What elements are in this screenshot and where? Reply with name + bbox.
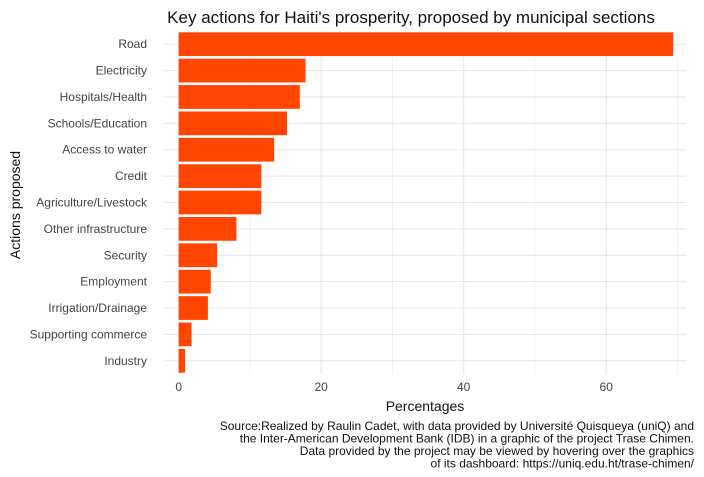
bar-road — [178, 32, 674, 57]
x-tick-label: 60 — [600, 380, 614, 394]
bar-schools-education — [178, 111, 287, 136]
caption-line: the Inter-American Development Bank (IDB… — [240, 432, 694, 446]
category-label: Employment — [80, 275, 147, 289]
category-label: Access to water — [62, 143, 147, 157]
category-label: Industry — [104, 354, 147, 368]
bar-electricity — [178, 58, 306, 83]
category-label: Credit — [115, 169, 148, 183]
bar-access-to-water — [178, 137, 275, 162]
source-caption: Source:Realized by Raulin Cadet, with da… — [220, 419, 695, 471]
bar-other-infrastructure — [178, 217, 237, 241]
x-tick-labels: 0 20 40 60 — [175, 380, 613, 394]
category-label: Security — [104, 248, 147, 262]
bar-irrigation-drainage — [178, 296, 208, 320]
category-label: Electricity — [96, 64, 147, 78]
caption-line: Source:Realized by Raulin Cadet, with da… — [220, 419, 694, 433]
category-label: Road — [118, 37, 147, 51]
bar-hospitals-health — [178, 85, 300, 109]
bar-industry — [178, 348, 186, 373]
category-label: Supporting commerce — [30, 327, 148, 341]
x-tick-label: 40 — [457, 380, 471, 394]
caption-line: of its dashboard: https://uniq.edu.ht/tr… — [431, 457, 695, 471]
category-label: Other infrastructure — [44, 222, 148, 236]
bar-agriculture-livestock — [178, 190, 262, 215]
y-axis-title: Actions proposed — [7, 151, 23, 259]
category-label: Hospitals/Health — [60, 90, 147, 104]
caption-line: Data provided by the project may be view… — [300, 444, 694, 458]
bar-employment — [178, 269, 211, 294]
chart-title: Key actions for Haiti's prosperity, prop… — [167, 8, 655, 27]
category-label: Agriculture/Livestock — [36, 196, 148, 210]
bar-supporting-commerce — [178, 322, 192, 347]
category-labels: Road Electricity Hospitals/Health Schools/E… — [30, 37, 148, 368]
bar-security — [178, 243, 218, 268]
category-label: Irrigation/Drainage — [48, 301, 147, 315]
x-tick-label: 0 — [175, 380, 182, 394]
x-tick-label: 20 — [315, 380, 329, 394]
x-axis-title: Percentages — [386, 398, 465, 414]
bars — [178, 32, 674, 373]
bar-credit — [178, 164, 262, 188]
category-label: Schools/Education — [48, 116, 147, 130]
